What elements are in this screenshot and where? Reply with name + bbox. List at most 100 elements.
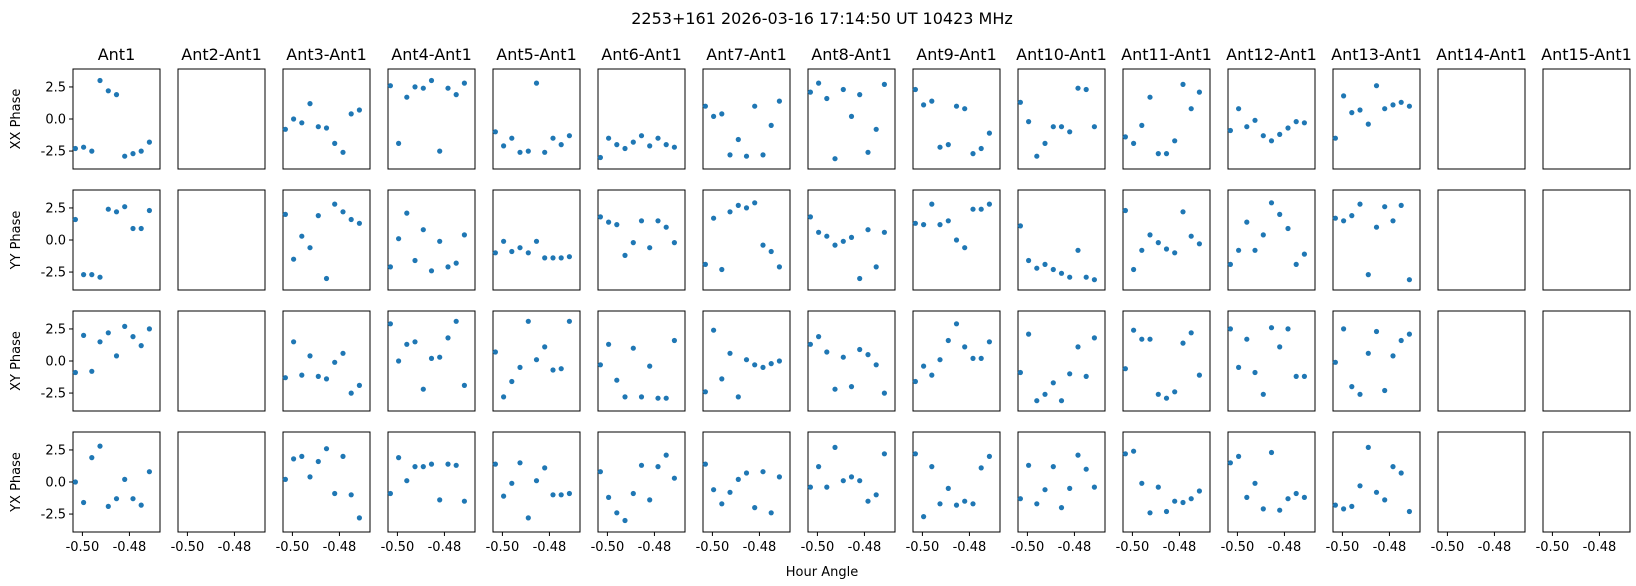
data-point <box>1406 331 1412 337</box>
data-point <box>558 366 564 372</box>
data-point <box>89 272 95 278</box>
data-point <box>509 248 515 255</box>
data-point <box>1163 151 1170 157</box>
data-point <box>1293 490 1299 497</box>
data-point <box>315 373 321 379</box>
data-point <box>1091 335 1097 341</box>
y-tick-label: -2.5 <box>41 508 66 523</box>
data-point <box>816 80 822 86</box>
subplot-frame <box>492 68 581 170</box>
data-point <box>1365 272 1371 278</box>
data-point <box>550 255 556 261</box>
data-point <box>1122 207 1128 214</box>
subplot-frame <box>1017 189 1106 291</box>
data-point <box>1188 330 1194 336</box>
data-point <box>711 215 717 221</box>
x-tick-label: -0.50 <box>1116 540 1150 555</box>
data-point <box>597 214 604 220</box>
subplot-frame <box>1017 431 1106 533</box>
x-tick-label: -0.50 <box>591 540 625 555</box>
data-point <box>307 101 313 107</box>
data-point <box>146 139 152 145</box>
data-point <box>396 455 402 461</box>
subplot-frame <box>1122 68 1211 170</box>
data-point <box>1155 151 1161 157</box>
y-tick-label: 2.5 <box>45 80 66 95</box>
data-point <box>445 335 451 341</box>
column-title: Ant15-Ant1 <box>1541 45 1632 64</box>
data-point <box>1075 85 1081 91</box>
y-tick-label: -2.5 <box>41 266 66 281</box>
data-point <box>743 205 750 211</box>
x-tick-label: -0.50 <box>486 540 520 555</box>
data-point <box>146 326 152 332</box>
subplot-frame <box>387 431 476 533</box>
data-point <box>307 353 313 359</box>
data-point <box>1017 496 1024 502</box>
data-point <box>622 252 628 258</box>
data-point <box>1058 124 1065 130</box>
subplot-frame <box>1332 68 1421 170</box>
data-point <box>848 474 855 480</box>
data-point <box>453 260 459 266</box>
data-point <box>533 478 540 484</box>
column-title: Ant5-Ant1 <box>496 45 577 64</box>
data-point <box>865 149 871 155</box>
data-point <box>130 225 136 232</box>
data-point <box>542 255 548 261</box>
data-point <box>1365 444 1371 450</box>
data-point <box>1083 274 1089 280</box>
data-point <box>340 149 346 155</box>
data-point <box>760 242 766 248</box>
data-point <box>614 222 620 228</box>
data-point <box>1050 124 1056 130</box>
data-point <box>323 376 330 382</box>
data-point <box>113 496 120 502</box>
subplot-frame <box>702 431 791 533</box>
data-point <box>962 245 968 251</box>
data-point <box>404 210 410 216</box>
data-point <box>824 95 830 102</box>
data-point <box>873 492 879 498</box>
data-point <box>1285 225 1291 232</box>
subplot-frame <box>702 310 791 412</box>
data-point <box>387 264 393 270</box>
data-point <box>1332 359 1338 365</box>
subplot-frame <box>1332 431 1421 533</box>
subplot-frame <box>597 431 686 533</box>
data-point <box>105 206 111 212</box>
data-point <box>81 272 87 278</box>
data-point <box>130 496 136 502</box>
data-point <box>550 367 556 373</box>
data-point <box>953 321 960 327</box>
data-point <box>873 362 879 368</box>
data-point <box>323 446 330 452</box>
subplot-frame <box>1227 431 1316 533</box>
data-point <box>1390 464 1396 470</box>
data-point <box>1236 106 1242 112</box>
data-point <box>509 378 515 385</box>
data-point <box>81 332 87 338</box>
data-point <box>912 378 919 385</box>
data-point <box>881 390 888 396</box>
data-point <box>1293 373 1299 379</box>
data-point <box>752 505 758 511</box>
data-point <box>282 375 288 381</box>
y-tick-label: 2.5 <box>45 443 66 458</box>
data-point <box>1122 134 1128 140</box>
data-point <box>299 453 305 459</box>
data-point <box>1147 232 1153 238</box>
data-point <box>760 469 766 475</box>
data-point <box>1277 131 1283 137</box>
data-point <box>1227 326 1233 332</box>
data-point <box>291 256 297 262</box>
data-point <box>647 143 653 149</box>
data-point <box>1188 233 1194 239</box>
data-point <box>517 364 523 370</box>
subplot-frame <box>1437 431 1526 533</box>
data-point <box>840 238 846 244</box>
data-point <box>1236 453 1242 459</box>
data-point <box>299 233 305 239</box>
data-point <box>1293 119 1299 125</box>
data-point <box>396 140 402 146</box>
